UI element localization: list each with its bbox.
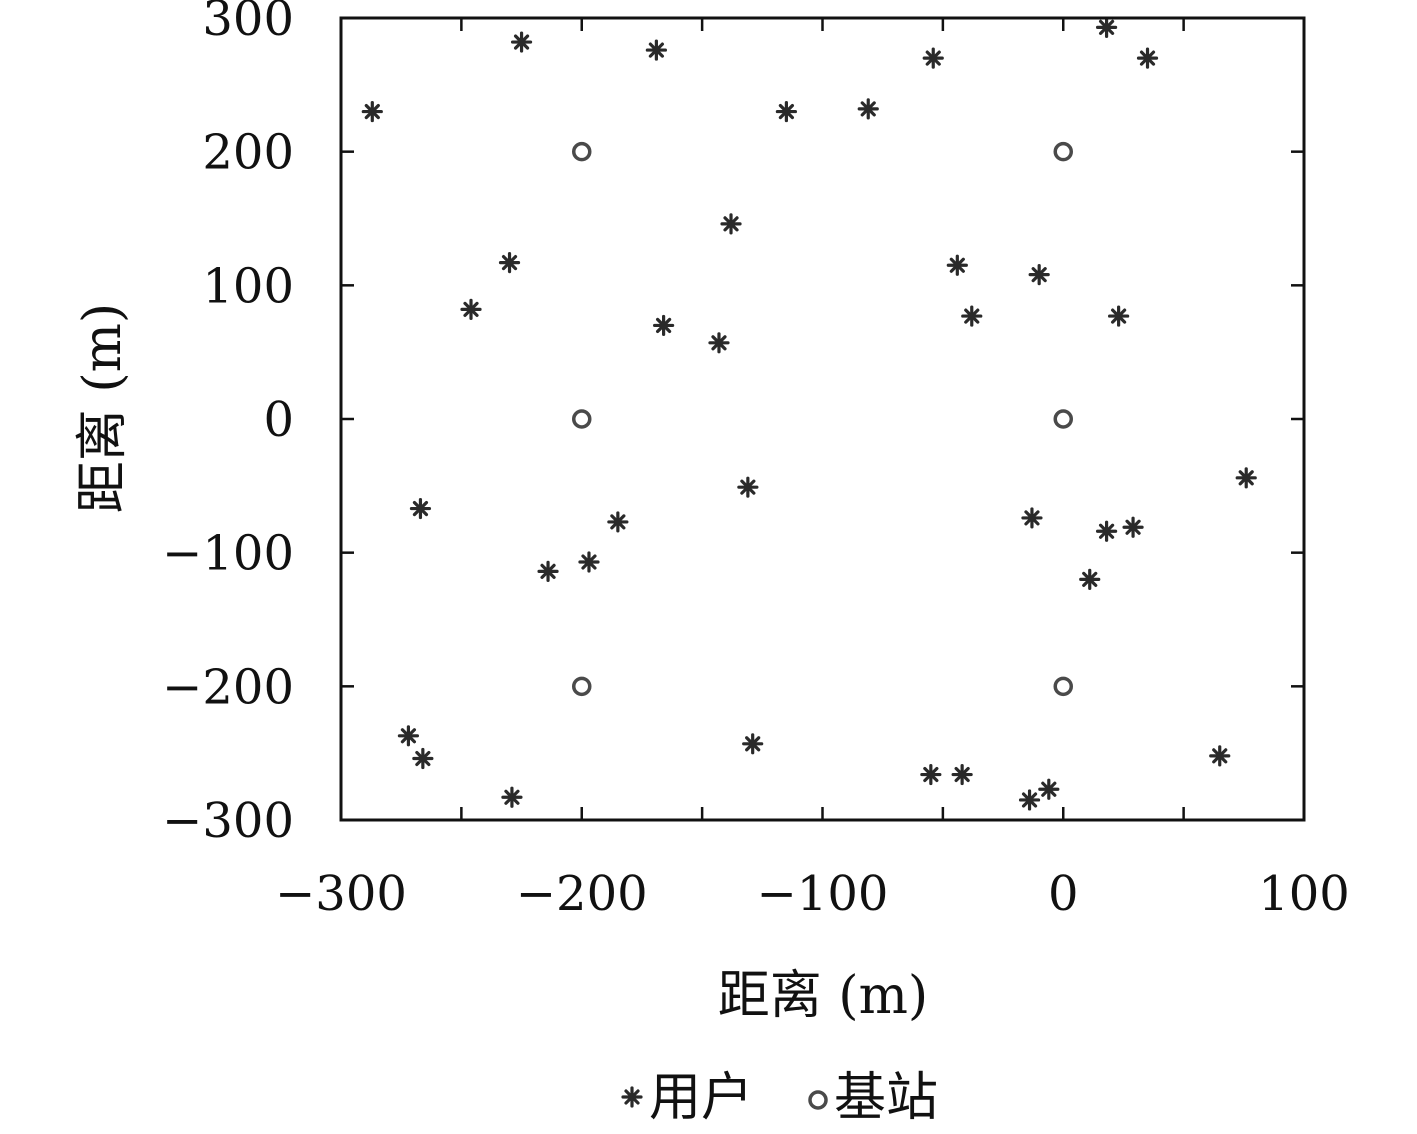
- user-point: [361, 100, 383, 123]
- legend-base-station-circle: [808, 1090, 828, 1110]
- user-point: [1095, 520, 1118, 542]
- base-station-point: [572, 409, 592, 429]
- user-point: [922, 47, 944, 69]
- user-point: [1108, 305, 1130, 327]
- user-point: [961, 305, 983, 327]
- y-tick-label: −300: [162, 793, 294, 849]
- plot-marks: [361, 16, 1257, 811]
- y-tick-label: −100: [162, 526, 294, 582]
- y-tick-label: −200: [162, 659, 294, 715]
- user-point: [1095, 16, 1118, 38]
- base-station-point: [1053, 409, 1073, 429]
- user-point: [708, 332, 730, 354]
- base-station-point: [1053, 676, 1073, 697]
- user-point: [1018, 789, 1041, 811]
- user-point: [951, 763, 973, 786]
- user-point: [857, 98, 879, 120]
- user-point: [1038, 778, 1060, 800]
- user-point: [1079, 568, 1101, 591]
- y-axis-label: 距离 (m): [73, 303, 133, 513]
- y-tick-label: 200: [202, 125, 294, 181]
- user-point: [737, 476, 759, 498]
- axis-ticks: [339, 16, 1306, 822]
- user-point: [537, 560, 559, 582]
- x-axis-label: 距离 (m): [718, 966, 928, 1026]
- user-point: [920, 763, 942, 786]
- user-point: [510, 31, 533, 53]
- user-point: [742, 733, 764, 755]
- base-station-point: [1053, 141, 1073, 162]
- legend-base-station-circle-marker: [808, 1090, 828, 1110]
- axis-tick-labels: −300 −200 −100 0 100 300 200 100 0 −100 −200 −300: [162, 0, 1350, 922]
- user-point: [501, 786, 523, 808]
- y-tick-label: 0: [263, 392, 294, 448]
- user-point: [1235, 467, 1257, 489]
- user-point: [397, 725, 420, 747]
- user-point: [1028, 264, 1050, 286]
- user-point: [653, 314, 675, 337]
- user-point: [498, 252, 521, 274]
- user-point: [775, 100, 797, 123]
- legend-base-station-label: 基站: [834, 1068, 938, 1128]
- user-point: [607, 511, 629, 533]
- base-station-point: [572, 141, 592, 162]
- legend-item-user: 用户: [621, 1068, 753, 1128]
- user-point: [578, 551, 600, 573]
- x-tick-label: −200: [516, 866, 648, 922]
- legend-user-label: 用户: [649, 1068, 753, 1128]
- user-point: [1021, 507, 1043, 529]
- plot-frame: [339, 16, 1306, 822]
- legend: 用户 基站: [621, 1068, 938, 1128]
- legend-user-star-marker: [621, 1086, 643, 1108]
- x-tick-label: −100: [757, 866, 889, 922]
- y-tick-label: 300: [202, 0, 294, 47]
- user-point: [946, 254, 968, 276]
- y-tick-label: 100: [202, 258, 294, 314]
- x-tick-label: 100: [1258, 866, 1350, 922]
- user-point: [1209, 745, 1231, 767]
- user-point: [409, 497, 432, 520]
- user-point: [1122, 516, 1144, 538]
- user-point: [720, 213, 742, 235]
- legend-user-star: [621, 1086, 643, 1108]
- user-point: [460, 298, 482, 320]
- base-station-point: [572, 676, 592, 697]
- legend-item-base-station: 基站: [808, 1068, 938, 1128]
- x-tick-label: −300: [275, 866, 407, 922]
- user-point: [1136, 47, 1159, 69]
- user-point: [645, 39, 667, 61]
- user-point: [412, 747, 434, 770]
- x-tick-label: 0: [1048, 866, 1079, 922]
